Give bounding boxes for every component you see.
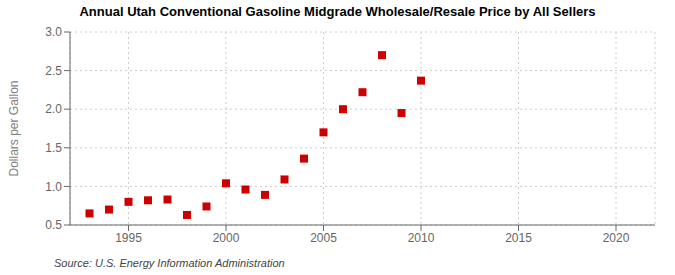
svg-text:3.0: 3.0	[45, 25, 62, 39]
svg-text:2000: 2000	[213, 231, 240, 245]
html-text:Source: U.S. Energy Informatio: Source: U.S. Energy Information Administ…	[54, 257, 285, 269]
svg-text:2020: 2020	[603, 231, 630, 245]
svg-text:2010: 2010	[408, 231, 435, 245]
svg-text:Dollars per Gallon: Dollars per Gallon	[8, 80, 21, 176]
svg-text:0.5: 0.5	[45, 218, 62, 232]
svg-text:1.5: 1.5	[45, 141, 62, 155]
svg-text:2015: 2015	[505, 231, 532, 245]
svg-text:2005: 2005	[310, 231, 337, 245]
svg-text:2.0: 2.0	[45, 102, 62, 116]
html-text:Annual Utah Conventional Gasol: Annual Utah Conventional Gasoline Midgra…	[79, 4, 596, 19]
svg-text:1.0: 1.0	[45, 180, 62, 194]
svg-text:1995: 1995	[115, 231, 142, 245]
svg-text:2.5: 2.5	[45, 64, 62, 78]
